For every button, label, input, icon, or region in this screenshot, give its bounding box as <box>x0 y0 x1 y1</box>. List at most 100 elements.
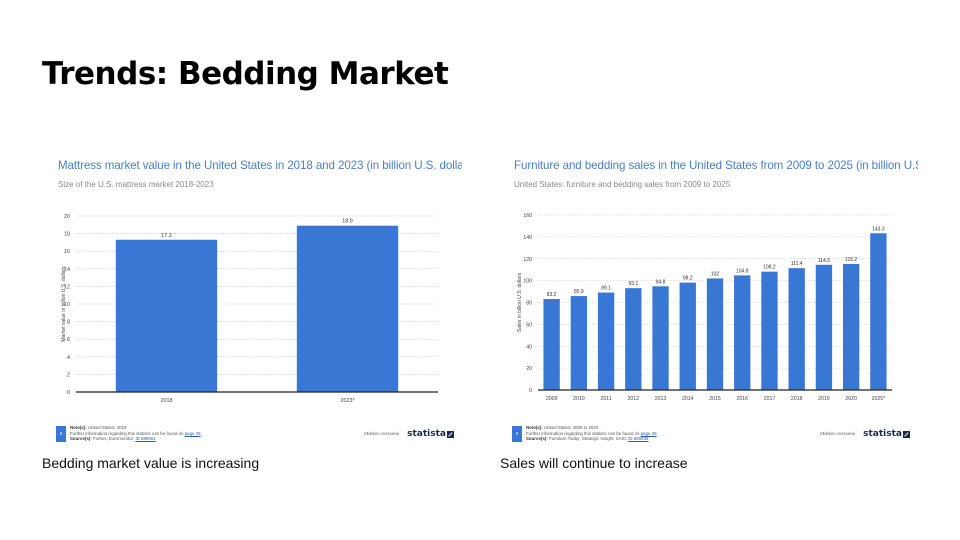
bar <box>842 264 860 390</box>
bar <box>625 288 642 390</box>
bar <box>815 264 833 390</box>
chart-subtitle: United States: furniture and bedding sal… <box>514 180 731 189</box>
note-text: United States; 2018 <box>87 425 127 431</box>
y-tick-label: 4 <box>67 355 70 361</box>
x-tick-label: 2018 <box>161 398 173 404</box>
x-tick-label: 2014 <box>682 396 694 402</box>
statista-logo: statista <box>863 429 910 439</box>
statista-logo-icon <box>903 430 910 438</box>
y-tick-label: 100 <box>523 279 532 285</box>
more-info-text: Further information regarding this stati… <box>70 430 184 436</box>
x-tick-label: 2019 <box>818 396 830 402</box>
bar-value-label: 94.8 <box>656 279 666 285</box>
bar-value-label: 85.9 <box>574 289 584 295</box>
chart-subtitle: Size of the U.S. mattress market 2018-20… <box>58 180 214 189</box>
chart-title: Furniture and bedding sales in the Unite… <box>514 159 918 172</box>
chart-plot-area: 0 2 4 6 8 10 12 14 16 18 20 Market value in billion… <box>61 214 438 404</box>
note-text: United States; 2009 to 2020 <box>543 425 599 431</box>
more-info-link[interactable]: page 28 <box>640 430 657 436</box>
bar-value-label: 102 <box>711 271 720 277</box>
y-tick-label: 120 <box>523 257 532 263</box>
y-tick-label: 10 <box>64 302 70 308</box>
chart-title: Mattress market value in the United Stat… <box>58 159 462 172</box>
bar <box>679 282 696 390</box>
y-tick-label: 14 <box>64 267 70 273</box>
source-id-link[interactable]: ID 880835 <box>628 436 649 442</box>
bar-value-label: 89.1 <box>601 286 611 292</box>
bar <box>570 296 588 390</box>
y-tick-label: 20 <box>64 214 70 220</box>
bar-value-label: 104.8 <box>736 268 749 274</box>
y-tick-label: 0 <box>529 388 532 394</box>
x-tick-label: 2020 <box>845 396 857 402</box>
chart-footer-notes: Note(s): United States; 2018 Further inf… <box>70 425 201 442</box>
note-label: Note(s): <box>526 425 543 431</box>
y-axis-label: Market value in billion U.S. dollars <box>61 266 67 342</box>
note-label: Note(s): <box>70 425 87 431</box>
y-tick-label: 40 <box>526 344 532 350</box>
source-id-link[interactable]: ID 880861 <box>135 436 156 442</box>
y-tick-label: 60 <box>526 322 532 328</box>
furniture-bedding-sales-chart: Furniture and bedding sales in the Unite… <box>508 150 918 446</box>
bar-value-label: 93.1 <box>628 281 638 287</box>
bar-value-label: 108.2 <box>763 265 776 271</box>
chart-footer-brand: Market overview statista <box>364 429 454 439</box>
y-tick-label: 8 <box>67 320 70 326</box>
x-tick-label: 2009 <box>546 396 558 402</box>
bar <box>543 299 560 390</box>
x-tick-label: 2017 <box>764 396 776 402</box>
x-tick-label: 2025* <box>872 396 886 402</box>
bar <box>761 271 778 390</box>
chart-footer-brand: Market overview statista <box>820 429 910 439</box>
x-tick-label: 2011 <box>600 396 611 402</box>
page-number-badge: 6 <box>56 426 66 442</box>
y-tick-label: 18 <box>64 232 70 238</box>
bar <box>706 278 724 390</box>
y-tick-label: 140 <box>523 235 532 241</box>
y-tick-label: 20 <box>526 366 532 372</box>
y-tick-label: 6 <box>67 337 70 343</box>
bar-value-label: 143.3 <box>872 226 885 232</box>
x-tick-label: 2015 <box>709 396 721 402</box>
source-text: Forbes; Euromonitor; <box>92 436 135 442</box>
bar-value-label: 83.2 <box>547 292 557 298</box>
statista-logo: statista <box>407 429 454 439</box>
x-tick-label: 2016 <box>736 396 748 402</box>
x-tick-label: 2012 <box>628 396 640 402</box>
source-label: Source(s): <box>526 436 548 442</box>
caption-right: Sales will continue to increase <box>500 455 688 471</box>
y-tick-label: 2 <box>67 372 70 378</box>
slide-title: Trends: Bedding Market <box>42 56 449 92</box>
y-axis-label: Sales in billion U.S. dollars <box>517 272 523 332</box>
y-tick-label: 80 <box>526 301 532 307</box>
source-label: Source(s): <box>70 436 92 442</box>
mattress-market-chart: Mattress market value in the United Stat… <box>52 150 462 446</box>
bar <box>870 233 887 390</box>
bar <box>296 225 399 392</box>
bar-value-label: 17.3 <box>161 233 172 239</box>
y-tick-label: 160 <box>523 213 532 219</box>
statista-logo-icon <box>447 430 454 438</box>
bar <box>115 239 218 392</box>
caption-left: Bedding market value is increasing <box>42 455 260 471</box>
bar-value-label: 18.9 <box>342 219 353 225</box>
x-tick-label: 2018 <box>791 396 803 402</box>
bar <box>788 268 805 390</box>
source-text: Furniture Today; Strategic Insight; SASI… <box>548 436 627 442</box>
market-overview-label: Market overview <box>820 431 856 437</box>
y-tick-label: 0 <box>67 390 70 396</box>
chart-plot-area: 0 20 40 60 80 100 120 140 160 Sales in billion U.… <box>517 213 892 402</box>
bar <box>734 275 751 390</box>
bar-value-label: 114.5 <box>818 258 830 264</box>
y-tick-label: 16 <box>64 249 70 255</box>
x-tick-label: 2010 <box>573 396 585 402</box>
bar-value-label: 111.4 <box>791 261 803 267</box>
bar-value-label: 98.2 <box>683 276 693 282</box>
bar-value-label: 115.2 <box>845 257 857 263</box>
bar <box>652 286 669 390</box>
x-tick-label: 2023* <box>340 398 355 404</box>
more-info-text: Further information regarding this stati… <box>526 430 640 436</box>
page-number-badge: 3 <box>512 426 522 442</box>
x-tick-label: 2013 <box>655 396 667 402</box>
more-info-link[interactable]: page 28 <box>184 430 201 436</box>
